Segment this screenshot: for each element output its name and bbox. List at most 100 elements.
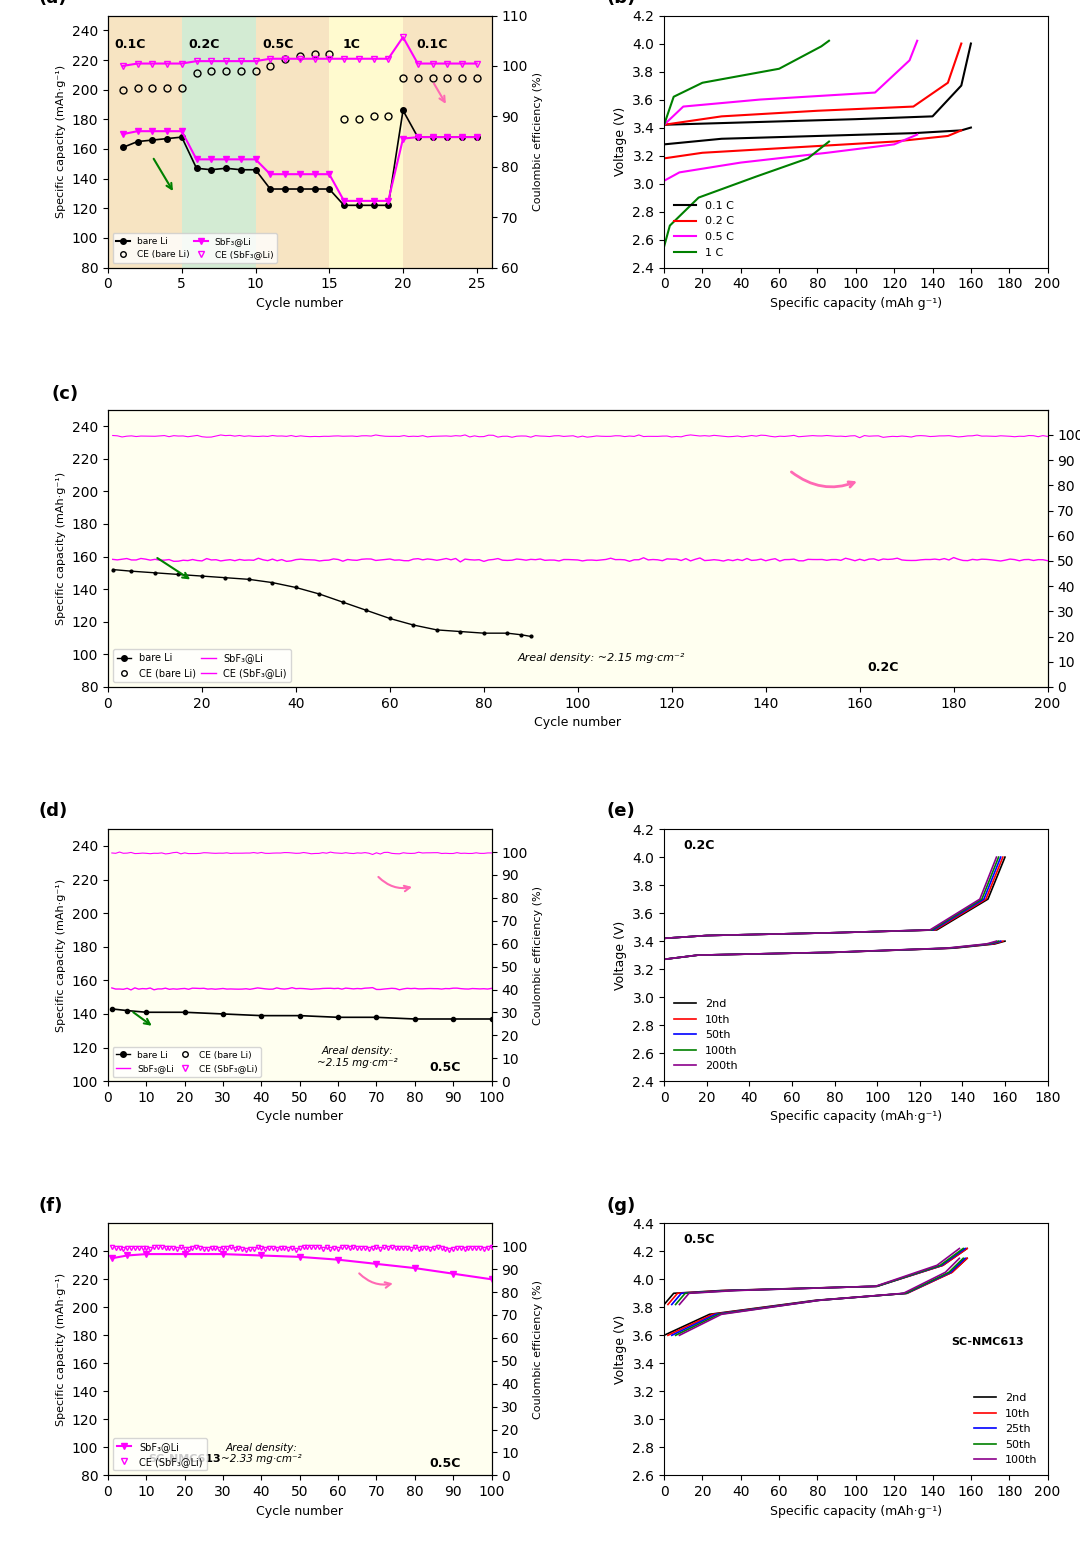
SbF₃@Li xyxy=(470,127,483,146)
bare Li xyxy=(161,129,174,148)
bare Li xyxy=(396,101,409,120)
CE (SbF₃@Li) xyxy=(219,51,232,70)
Bar xyxy=(256,16,329,267)
bare Li xyxy=(249,160,262,179)
CE (bare Li) xyxy=(190,64,203,82)
bare Li xyxy=(338,196,351,214)
CE (SbF₃@Li) xyxy=(411,54,424,73)
CE (bare Li) xyxy=(117,81,130,99)
CE (SbF₃@Li) xyxy=(396,28,409,47)
CE (SbF₃@Li) xyxy=(161,54,174,73)
Y-axis label: Voltage (V): Voltage (V) xyxy=(613,107,626,175)
X-axis label: Specific capacity (mAh·g⁻¹): Specific capacity (mAh·g⁻¹) xyxy=(770,1505,942,1517)
bare Li xyxy=(234,160,247,179)
Text: SC-NMC613: SC-NMC613 xyxy=(148,1454,221,1464)
SbF₃@Li xyxy=(381,191,394,210)
X-axis label: Specific capacity (mAh g⁻¹): Specific capacity (mAh g⁻¹) xyxy=(770,297,942,311)
Line: bare Li: bare Li xyxy=(120,107,480,208)
SbF₃@Li xyxy=(131,121,144,140)
Bar xyxy=(329,16,403,267)
Line: CE (SbF₃@Li): CE (SbF₃@Li) xyxy=(119,34,481,70)
SbF₃@Li xyxy=(367,191,380,210)
Legend: 0.1 C, 0.2 C, 0.5 C, 1 C: 0.1 C, 0.2 C, 0.5 C, 1 C xyxy=(670,197,739,262)
bare Li xyxy=(441,127,454,146)
bare Li xyxy=(146,130,159,149)
Bar xyxy=(108,16,181,267)
SbF₃@Li xyxy=(323,165,336,183)
CE (SbF₃@Li) xyxy=(294,50,307,68)
Legend: bare Li, CE (bare Li), SbF₃@Li, CE (SbF₃@Li): bare Li, CE (bare Li), SbF₃@Li, CE (SbF₃… xyxy=(112,233,278,262)
CE (bare Li) xyxy=(175,78,188,96)
bare Li xyxy=(279,180,292,199)
Text: (c): (c) xyxy=(52,385,79,402)
bare Li xyxy=(131,132,144,151)
CE (bare Li) xyxy=(441,68,454,87)
SbF₃@Li xyxy=(279,165,292,183)
bare Li xyxy=(219,158,232,177)
Y-axis label: Specific capacity (mAh·g⁻¹): Specific capacity (mAh·g⁻¹) xyxy=(56,1273,66,1426)
CE (SbF₃@Li) xyxy=(456,54,469,73)
CE (SbF₃@Li) xyxy=(308,50,321,68)
Legend: 2nd, 10th, 50th, 100th, 200th: 2nd, 10th, 50th, 100th, 200th xyxy=(670,994,742,1076)
bare Li xyxy=(264,180,276,199)
CE (SbF₃@Li) xyxy=(131,54,144,73)
CE (SbF₃@Li) xyxy=(175,54,188,73)
Line: SbF₃@Li: SbF₃@Li xyxy=(119,127,481,205)
CE (bare Li) xyxy=(294,47,307,65)
Y-axis label: Voltage (V): Voltage (V) xyxy=(613,921,626,989)
SbF₃@Li xyxy=(146,121,159,140)
bare Li xyxy=(190,158,203,177)
SbF₃@Li xyxy=(294,165,307,183)
CE (bare Li) xyxy=(470,68,483,87)
CE (SbF₃@Li) xyxy=(470,54,483,73)
Text: Areal density:
~2.33 mg·cm⁻²: Areal density: ~2.33 mg·cm⁻² xyxy=(221,1443,301,1464)
bare Li xyxy=(308,180,321,199)
X-axis label: Cycle number: Cycle number xyxy=(256,1505,343,1517)
Bar xyxy=(181,16,256,267)
CE (bare Li) xyxy=(381,107,394,126)
bare Li xyxy=(117,138,130,157)
CE (bare Li) xyxy=(308,45,321,64)
Bar xyxy=(403,16,491,267)
bare Li xyxy=(294,180,307,199)
SbF₃@Li xyxy=(352,191,365,210)
SbF₃@Li xyxy=(249,151,262,169)
X-axis label: Cycle number: Cycle number xyxy=(256,297,343,311)
SbF₃@Li xyxy=(456,127,469,146)
CE (bare Li) xyxy=(411,68,424,87)
SbF₃@Li xyxy=(205,151,218,169)
SbF₃@Li xyxy=(338,191,351,210)
Text: 1C: 1C xyxy=(342,37,361,51)
CE (bare Li) xyxy=(264,56,276,75)
SbF₃@Li xyxy=(264,165,276,183)
Text: 0.1C: 0.1C xyxy=(114,37,146,51)
CE (SbF₃@Li) xyxy=(381,50,394,68)
Text: 0.5C: 0.5C xyxy=(430,1457,461,1469)
Text: (b): (b) xyxy=(607,0,636,6)
CE (SbF₃@Li) xyxy=(323,50,336,68)
Text: Areal density: ~2.15 mg·cm⁻²: Areal density: ~2.15 mg·cm⁻² xyxy=(517,652,685,663)
CE (SbF₃@Li) xyxy=(234,51,247,70)
CE (bare Li) xyxy=(161,78,174,96)
CE (SbF₃@Li) xyxy=(426,54,438,73)
CE (bare Li) xyxy=(426,68,438,87)
CE (SbF₃@Li) xyxy=(279,50,292,68)
CE (SbF₃@Li) xyxy=(367,50,380,68)
CE (SbF₃@Li) xyxy=(249,51,262,70)
CE (bare Li) xyxy=(352,109,365,127)
Text: 0.5C: 0.5C xyxy=(684,1233,715,1247)
SbF₃@Li xyxy=(175,121,188,140)
CE (SbF₃@Li) xyxy=(205,51,218,70)
CE (SbF₃@Li) xyxy=(117,56,130,75)
CE (bare Li) xyxy=(367,107,380,126)
CE (bare Li) xyxy=(249,62,262,81)
SbF₃@Li xyxy=(426,127,438,146)
SbF₃@Li xyxy=(411,127,424,146)
CE (SbF₃@Li) xyxy=(146,54,159,73)
Text: (f): (f) xyxy=(39,1197,64,1214)
Text: (a): (a) xyxy=(39,0,67,6)
Legend: 2nd, 10th, 25th, 50th, 100th: 2nd, 10th, 25th, 50th, 100th xyxy=(970,1388,1042,1469)
Text: 0.5C: 0.5C xyxy=(430,1061,461,1075)
bare Li xyxy=(411,127,424,146)
Y-axis label: Voltage (V): Voltage (V) xyxy=(613,1315,626,1384)
